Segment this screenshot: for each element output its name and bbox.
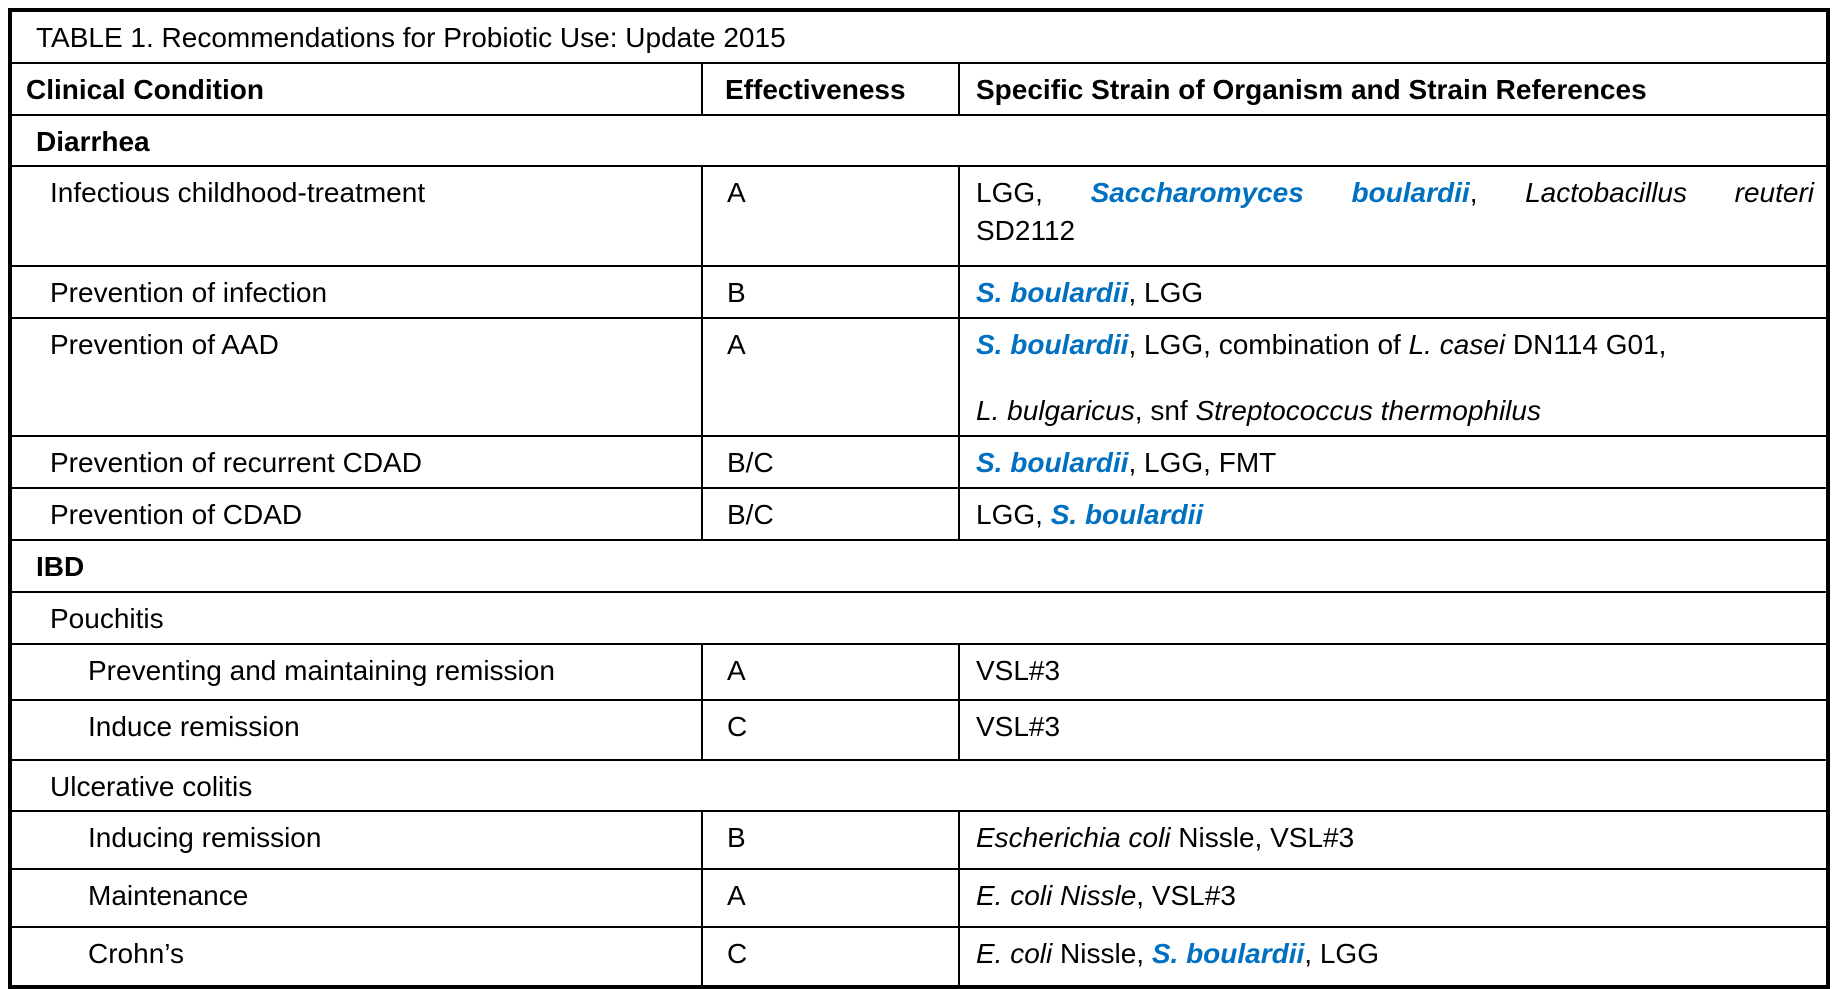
strain-text-segment: Saccharomyces boulardii bbox=[1090, 177, 1470, 209]
strain-text-line: LGG, Saccharomyces boulardii, Lactobacil… bbox=[976, 174, 1814, 212]
section-label-diarrhea: Diarrhea bbox=[8, 113, 1830, 168]
strains-cell: Escherichia coli Nissle, VSL#3 bbox=[957, 810, 1830, 871]
condition-cell: Prevention of infection bbox=[9, 265, 703, 320]
strain-text-segment: E. coli bbox=[976, 938, 1053, 970]
condition-cell: Infectious childhood-treatment bbox=[9, 165, 703, 268]
strain-text-segment: L. bulgaricus bbox=[976, 395, 1135, 427]
strain-text-segment: VSL#3 bbox=[976, 710, 1061, 742]
strains-cell: E. coli Nissle, S. boulardii, LGG bbox=[957, 926, 1830, 989]
condition-cell: Prevention of recurrent CDAD bbox=[9, 434, 703, 489]
section-row-ibd: IBD bbox=[8, 538, 1830, 593]
strains-cell: LGG, S. boulardii bbox=[957, 486, 1830, 541]
strain-text-segment: S. boulardii bbox=[1050, 498, 1204, 530]
effectiveness-cell: B bbox=[701, 810, 960, 871]
strain-text-segment: VSL#3 bbox=[976, 654, 1061, 686]
table-row-maintenance: Maintenance A E. coli Nissle, VSL#3 bbox=[9, 868, 1830, 929]
probiotic-recommendations-table: TABLE 1. Recommendations for Probiotic U… bbox=[8, 8, 1831, 989]
strains-cell: S. boulardii, LGG, FMT bbox=[957, 434, 1830, 489]
effectiveness-cell: A bbox=[701, 165, 960, 268]
table-title: TABLE 1. Recommendations for Probiotic U… bbox=[8, 9, 1830, 64]
effectiveness-cell: C bbox=[701, 698, 960, 761]
effectiveness-cell: B/C bbox=[701, 434, 960, 489]
strains-cell: E. coli Nissle, VSL#3 bbox=[957, 868, 1830, 929]
strain-text-segment: LGG, bbox=[976, 177, 1091, 209]
condition-cell: Crohn’s bbox=[9, 926, 703, 989]
condition-cell: Induce remission bbox=[9, 698, 703, 761]
table-row-inducing-remission: Inducing remission B Escherichia coli Ni… bbox=[9, 810, 1830, 871]
table-row-prevention-of-cdad: Prevention of CDAD B/C LGG, S. boulardii bbox=[9, 486, 1830, 541]
strain-text-segment: S. boulardii bbox=[976, 446, 1129, 478]
strain-text-segment: , LGG, combination of bbox=[1128, 329, 1409, 361]
strain-text-segment: , snf bbox=[1134, 395, 1196, 427]
strain-text-line: SD2112 bbox=[976, 212, 1814, 250]
condition-cell: Prevention of CDAD bbox=[9, 486, 703, 541]
effectiveness-cell: C bbox=[701, 926, 960, 989]
strain-text-line: S. boulardii, LGG, FMT bbox=[976, 444, 1814, 482]
column-header-effectiveness: Effectiveness bbox=[701, 61, 960, 116]
strains-cell: VSL#3 bbox=[957, 698, 1830, 761]
strain-text-line: VSL#3 bbox=[976, 652, 1814, 690]
condition-cell: Inducing remission bbox=[9, 810, 703, 871]
subsection-label-pouchitis: Pouchitis bbox=[8, 590, 1830, 645]
effectiveness-cell: A bbox=[701, 317, 960, 437]
strain-text-segment: SD2112 bbox=[976, 215, 1076, 247]
section-row-diarrhea: Diarrhea bbox=[8, 113, 1830, 168]
strain-text-segment: , LGG bbox=[1128, 277, 1204, 309]
strain-text-segment: LGG, bbox=[976, 498, 1051, 530]
strains-cell: S. boulardii, LGG bbox=[957, 265, 1830, 320]
column-header-row: Clinical Condition Effectiveness Specifi… bbox=[9, 61, 1830, 116]
strain-text-segment: S. boulardii bbox=[976, 329, 1129, 361]
strain-text-line: Escherichia coli Nissle, VSL#3 bbox=[976, 819, 1814, 857]
strain-text-segment: , LGG bbox=[1304, 938, 1379, 970]
table-row-prevention-of-infection: Prevention of infection B S. boulardii, … bbox=[9, 265, 1830, 320]
strain-text-segment: L. casei bbox=[1408, 329, 1506, 361]
table-row-crohns: Crohn’s C E. coli Nissle, S. boulardii, … bbox=[9, 926, 1830, 989]
table-row-prevention-of-recurrent-cdad: Prevention of recurrent CDAD B/C S. boul… bbox=[9, 434, 1830, 489]
table-container: TABLE 1. Recommendations for Probiotic U… bbox=[8, 8, 1831, 989]
table-row-infectious-childhood-treatment: Infectious childhood-treatment A LGG, Sa… bbox=[9, 165, 1830, 268]
column-header-specific-strain: Specific Strain of Organism and Strain R… bbox=[957, 61, 1830, 116]
strain-text-segment: , bbox=[1469, 177, 1526, 209]
strain-text-segment: , LGG, FMT bbox=[1128, 446, 1277, 478]
table-title-row: TABLE 1. Recommendations for Probiotic U… bbox=[8, 9, 1830, 64]
strains-cell: VSL#3 bbox=[957, 642, 1830, 701]
effectiveness-cell: A bbox=[701, 868, 960, 929]
strain-text-segment: Nissle, VSL#3 bbox=[1170, 822, 1355, 854]
strain-text-line: L. bulgaricus, snf Streptococcus thermop… bbox=[976, 392, 1814, 430]
strain-text-line: LGG, S. boulardii bbox=[976, 496, 1814, 534]
condition-cell: Prevention of AAD bbox=[9, 317, 703, 437]
strains-cell: LGG, Saccharomyces boulardii, Lactobacil… bbox=[957, 165, 1830, 268]
condition-cell: Maintenance bbox=[9, 868, 703, 929]
strain-text-segment: Escherichia coli bbox=[976, 822, 1171, 854]
column-header-clinical-condition: Clinical Condition bbox=[9, 61, 703, 116]
strain-text-line: E. coli Nissle, S. boulardii, LGG bbox=[976, 935, 1814, 973]
subsection-row-pouchitis: Pouchitis bbox=[8, 590, 1830, 645]
strain-text-segment: Nissle, bbox=[1052, 938, 1152, 970]
strain-text-line: S. boulardii, LGG, combination of L. cas… bbox=[976, 326, 1814, 364]
strain-text-segment: , VSL#3 bbox=[1136, 880, 1236, 912]
strain-text-segment: DN114 G01, bbox=[1505, 329, 1667, 361]
table-row-induce-remission: Induce remission C VSL#3 bbox=[9, 698, 1830, 761]
strain-text-line: VSL#3 bbox=[976, 708, 1814, 746]
strain-text-segment: S. boulardii bbox=[976, 277, 1129, 309]
strain-text-segment: Lactobacillus reuteri bbox=[1525, 177, 1814, 209]
strain-text-segment: Streptococcus thermophilus bbox=[1195, 395, 1541, 427]
effectiveness-cell: B bbox=[701, 265, 960, 320]
strain-text-line: E. coli Nissle, VSL#3 bbox=[976, 877, 1814, 915]
strain-text-segment: E. coli Nissle bbox=[976, 880, 1137, 912]
strains-cell: S. boulardii, LGG, combination of L. cas… bbox=[957, 317, 1830, 437]
strain-text-line: S. boulardii, LGG bbox=[976, 274, 1814, 312]
subsection-row-ulcerative-colitis: Ulcerative colitis bbox=[8, 758, 1830, 813]
subsection-label-ulcerative-colitis: Ulcerative colitis bbox=[8, 758, 1830, 813]
strain-text-segment: S. boulardii bbox=[1151, 938, 1305, 970]
table-row-prevention-of-aad: Prevention of AAD A S. boulardii, LGG, c… bbox=[9, 317, 1830, 437]
effectiveness-cell: B/C bbox=[701, 486, 960, 541]
effectiveness-cell: A bbox=[701, 642, 960, 701]
section-label-ibd: IBD bbox=[8, 538, 1830, 593]
table-row-preventing-and-maintaining-remission: Preventing and maintaining remission A V… bbox=[9, 642, 1830, 701]
condition-cell: Preventing and maintaining remission bbox=[9, 642, 703, 701]
